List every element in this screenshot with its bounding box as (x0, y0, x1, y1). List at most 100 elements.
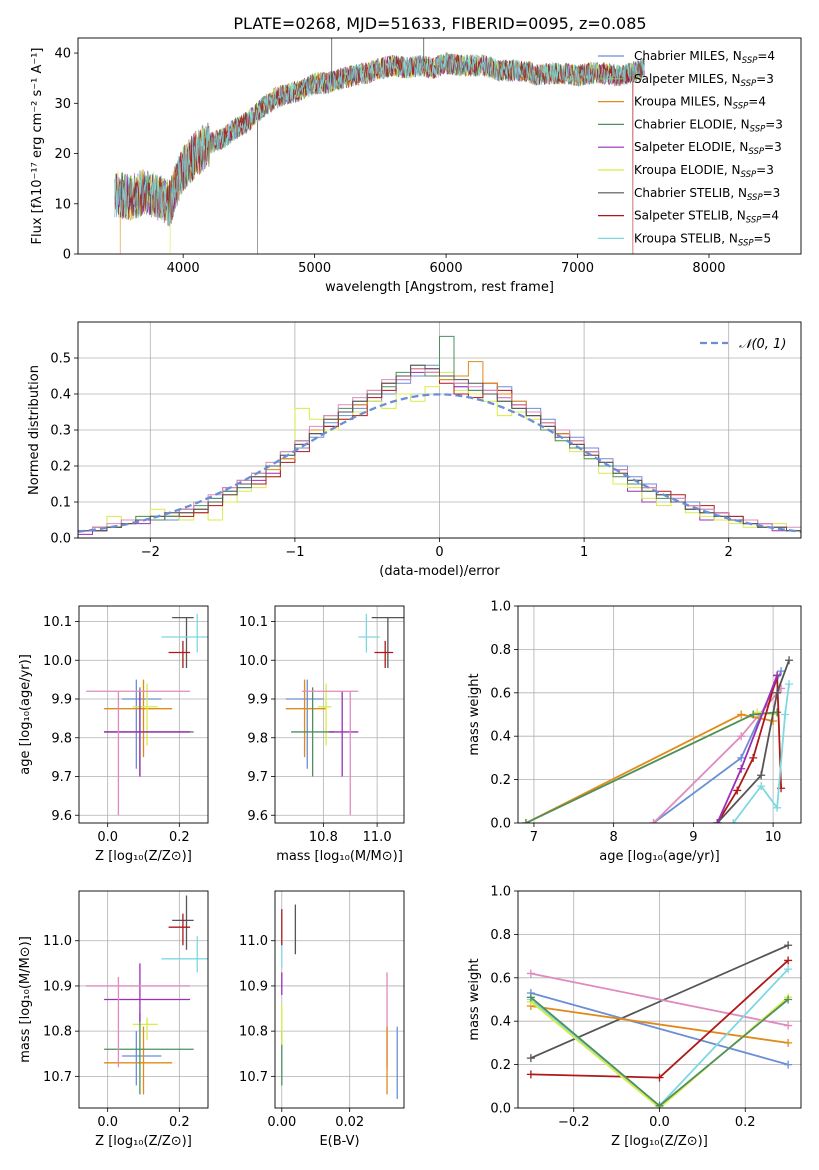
legend-name: Chabrier ELODIE, N (634, 117, 750, 131)
residuals-frame (77, 321, 802, 539)
age_vs_mass-grid (275, 606, 404, 823)
legend-subscript: SSP (750, 124, 766, 134)
age_vs_mass-ytick-label: 9.9 (247, 693, 268, 708)
residuals-xtick-label: 2 (725, 545, 733, 560)
legend-suffix: =4 (761, 209, 779, 223)
mass_vs_Z-panel: 0.0 0.2 10.7 10.8 10.9 11.0 Z [log₁₀(Z/Z⊙)] mas… (18, 890, 209, 1149)
age_vs_Z-ytick-label: 9.9 (51, 693, 72, 708)
spectrum-legend-label: Salpeter MILES, NSSP=3 (634, 72, 774, 89)
weight_vs_age-marker (773, 688, 782, 697)
mass_vs_ebv-ytick-label: 11.0 (239, 934, 268, 949)
legend-suffix: =3 (765, 117, 783, 131)
residuals-legend-label: 𝒩(0, 1) (739, 337, 786, 352)
age_vs_mass-panel: 10.8 11.0 9.6 9.7 9.8 9.9 10.0 10.1 mass [log₁₀(… (239, 605, 405, 864)
legend-suffix: =5 (754, 231, 772, 245)
residuals-xtick-label: 1 (580, 545, 588, 560)
weight_vs_Z-marker (784, 941, 793, 950)
weight_vs_age-marker (749, 753, 758, 762)
weight_vs_age-marker (777, 667, 786, 676)
legend-suffix: =3 (756, 72, 774, 86)
figure-title: PLATE=0268, MJD=51633, FIBERID=0095, z=0… (233, 14, 646, 33)
weight_vs_Z-marker (526, 1054, 535, 1063)
weight_vs_age-line-kroupa-miles (525, 713, 774, 823)
residuals-normal-curve (78, 393, 801, 533)
weight_vs_age-ytick-label: 0.6 (490, 686, 511, 701)
weight_vs_Z-marker (526, 993, 535, 1002)
residuals-xtick-label: 0 (435, 545, 443, 560)
weight_vs_Z-marker (784, 1038, 793, 1047)
residuals-ytick-label: 0.0 (50, 532, 71, 547)
legend-name: Salpeter ELODIE, N (634, 140, 748, 154)
legend-suffix: =4 (748, 95, 766, 109)
age_vs_Z-xtick-label: 0.0 (97, 830, 118, 845)
weight_vs_age-marker (737, 753, 746, 762)
weight_vs_age-marker (773, 671, 782, 680)
mass_vs_ebv-frame (274, 890, 405, 1109)
weight_vs_age-plot-area (521, 656, 794, 823)
weight_vs_age-line-pink (652, 687, 782, 823)
age_vs_mass-xtick-label: 11.0 (363, 830, 392, 845)
spectrum-xtick-label: 4000 (167, 261, 200, 276)
age_vs_mass-ytick-label: 10.1 (239, 615, 268, 630)
spectrum-legend-label: Chabrier STELIB, NSSP=3 (634, 186, 780, 203)
legend-name: Kroupa MILES, N (634, 95, 733, 109)
weight_vs_age-xlabel: age [log₁₀(age/yr)] (599, 849, 720, 864)
weight_vs_Z-line-kroupa-miles (530, 1005, 789, 1044)
weight_vs_Z-xtick-label: 0.0 (649, 1115, 670, 1130)
legend-suffix: =4 (757, 49, 775, 63)
age_vs_mass-ytick-label: 9.8 (247, 731, 268, 746)
weight_vs_Z-marker (526, 969, 535, 978)
mass_vs_ebv-xtick-label: 0.00 (267, 1115, 296, 1130)
weight_vs_age-marker (737, 764, 746, 773)
mass_vs_ebv-ytick-label: 10.7 (239, 1070, 268, 1085)
residuals-hist-salpeter-stelib (78, 368, 801, 538)
age_vs_mass-ytick-label: 9.7 (247, 770, 268, 785)
weight_vs_age-marker (733, 786, 742, 795)
spectrum-legend-label: Kroupa STELIB, NSSP=5 (634, 231, 771, 248)
weight_vs_age-line-kroupa-elodie (525, 711, 774, 823)
mass_vs_Z-xtick-label: 0.0 (97, 1115, 118, 1130)
weight_vs_Z-marker (655, 1073, 664, 1082)
residuals-ytick-label: 0.5 (50, 352, 71, 367)
mass_vs_Z-ytick-label: 11.0 (43, 934, 72, 949)
spectrum-ytick-label: 20 (54, 147, 71, 162)
age_vs_Z-ytick-label: 9.8 (51, 731, 72, 746)
weight_vs_age-marker (773, 803, 782, 812)
weight_vs_age-xtick-label: 8 (610, 830, 618, 845)
mass_vs_ebv-xlabel: E(B-V) (319, 1134, 359, 1149)
weight_vs_Z-xlabel: Z [log₁₀(Z/Z⊙)] (611, 1134, 708, 1149)
legend-subscript: SSP (741, 79, 757, 89)
weight_vs_age-marker (769, 717, 778, 726)
legend-subscript: SSP (738, 238, 754, 248)
spectrum-xtick-label: 7000 (561, 261, 594, 276)
age_vs_Z-plot-area (86, 613, 208, 816)
legend-name: Chabrier STELIB, N (634, 186, 747, 200)
residuals-panel: −2 −1 0 1 2 0.0 0.1 0.2 0.3 0.4 0.5 (data-model)/er… (27, 321, 802, 579)
mass_vs_Z-ytick-label: 10.7 (43, 1070, 72, 1085)
residuals-hist-chabrier-stelib (78, 364, 801, 538)
mass_vs_Z-ylabel: mass [log₁₀(M/M⊙)] (18, 936, 33, 1063)
spectrum-panel: 4000 5000 6000 7000 8000 0 10 20 30 40 wavelength … (30, 37, 802, 295)
age_vs_Z-ytick-label: 9.7 (51, 770, 72, 785)
legend-name: Kroupa STELIB, N (634, 231, 738, 245)
spectrum-legend-label: Salpeter STELIB, NSSP=4 (634, 209, 779, 226)
spectrum-legend-label: Kroupa MILES, NSSP=4 (634, 95, 766, 112)
mass_vs_Z-plot-area (86, 895, 208, 1095)
weight_vs_Z-panel: −0.2 0.0 0.2 0.0 0.2 0.4 0.6 0.8 1.0 Z [log₁₀(Z/Z… (467, 885, 802, 1149)
weight_vs_age-marker (785, 680, 794, 689)
weight_vs_age-ylabel: mass weight (467, 673, 482, 755)
spectrum-xtick-label: 5000 (298, 261, 331, 276)
legend-subscript: SSP (748, 147, 764, 157)
age_vs_Z-xtick-label: 0.2 (169, 830, 190, 845)
weight_vs_age-marker (749, 710, 758, 719)
weight_vs_Z-ytick-label: 0.4 (490, 1015, 511, 1030)
spectrum-ytick-label: 0 (63, 248, 71, 263)
legend-subscript: SSP (742, 56, 758, 66)
weight_vs_age-line-salpeter-elodie (716, 675, 778, 823)
weight_vs_age-marker (781, 710, 790, 719)
weight_vs_Z-marker (784, 1021, 793, 1030)
weight_vs_age-marker (729, 819, 738, 823)
legend-name: Chabrier MILES, N (634, 49, 742, 63)
weight_vs_age-marker (521, 819, 530, 823)
